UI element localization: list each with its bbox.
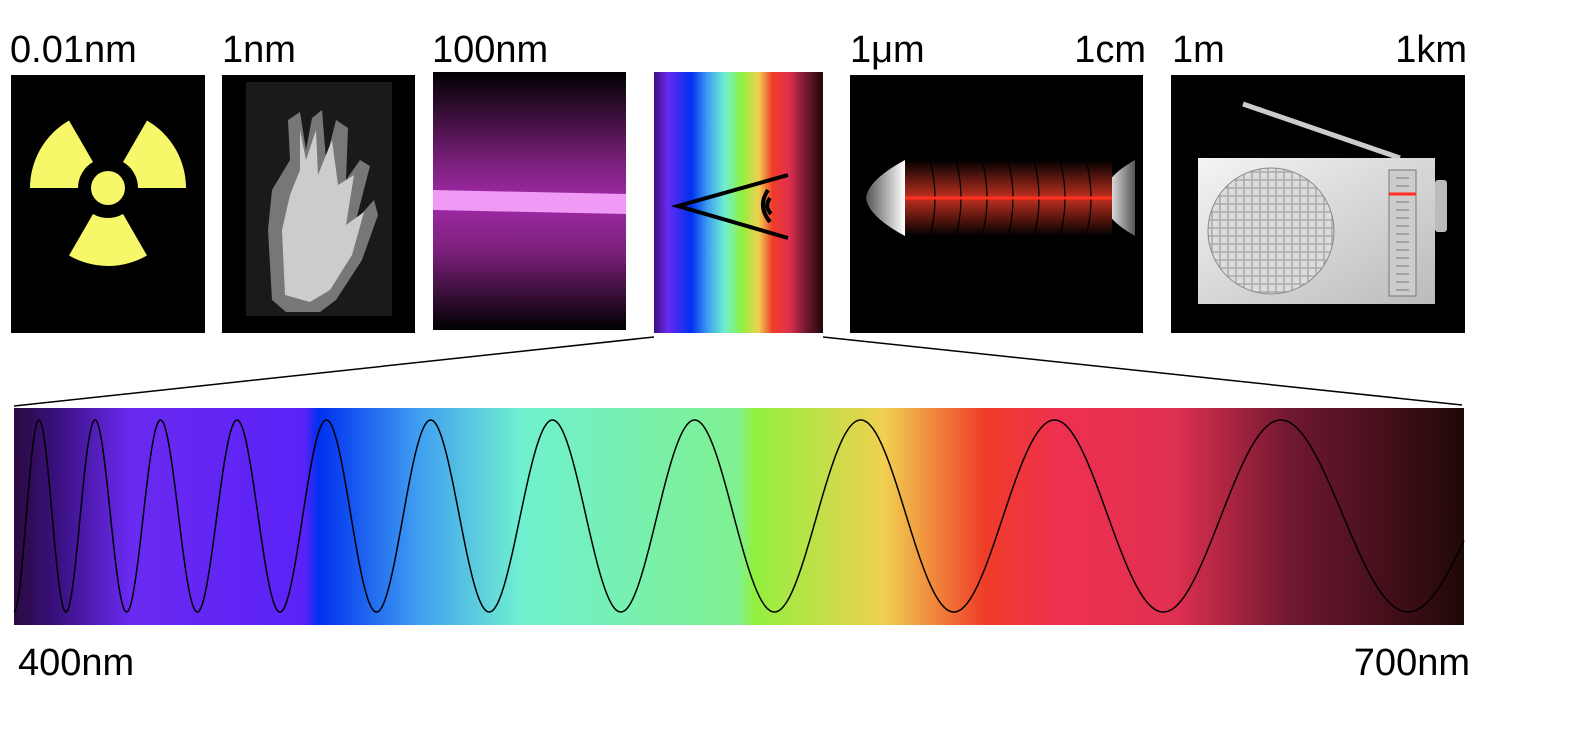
scale-label: 1nm (222, 29, 296, 71)
radiation-center (91, 171, 125, 205)
scale-label: 1km (1395, 29, 1467, 71)
zoom-line (13, 336, 655, 407)
visible-spectrum (14, 408, 1464, 625)
wave (13, 419, 1465, 613)
scale-label: 1cm (1074, 29, 1146, 71)
scale-label: 1μm (850, 29, 925, 71)
eye-pupil (761, 188, 773, 224)
radiation-symbol (30, 120, 186, 266)
visible-panel (654, 72, 823, 333)
uv-beam (433, 190, 626, 214)
antenna (1242, 101, 1401, 161)
eye (670, 173, 789, 240)
tube-cap (866, 160, 905, 236)
radio-dial (1388, 169, 1417, 297)
hand-bones (282, 130, 364, 302)
radiation-blade (30, 120, 93, 188)
range-end-label: 700nm (1354, 642, 1470, 684)
tube-cap (1105, 160, 1135, 236)
zoom-line (822, 336, 1463, 406)
radiation-blade (69, 214, 147, 266)
radio-speaker (1207, 167, 1335, 295)
scale-label: 0.01nm (10, 29, 137, 71)
radiation-blade (123, 120, 186, 188)
range-start-label: 400nm (18, 642, 134, 684)
scale-label: 1m (1172, 29, 1225, 71)
radio-knob (1435, 180, 1447, 232)
scale-label: 100nm (432, 29, 548, 71)
